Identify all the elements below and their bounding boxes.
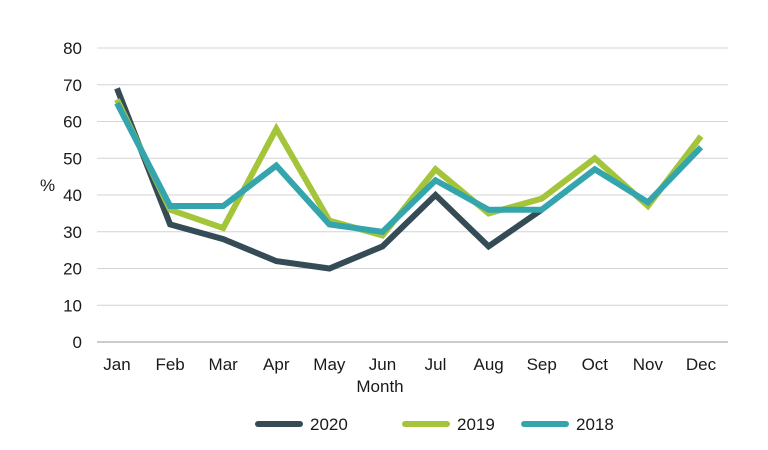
series-lines bbox=[114, 87, 704, 272]
x-axis-label: Month bbox=[356, 377, 403, 396]
x-tick-label: Dec bbox=[686, 355, 717, 374]
y-tick-label: 80 bbox=[63, 39, 82, 58]
y-tick-label: 20 bbox=[63, 260, 82, 279]
x-tick-label: Jun bbox=[369, 355, 396, 374]
y-axis-ticks: 0 10 20 30 40 50 60 70 80 bbox=[63, 39, 82, 352]
x-tick-label: Feb bbox=[155, 355, 184, 374]
x-tick-label: Sep bbox=[527, 355, 557, 374]
y-axis-label: % bbox=[40, 176, 55, 195]
y-tick-label: 0 bbox=[73, 333, 82, 352]
series-line-2019 bbox=[114, 98, 704, 239]
series-line-2020 bbox=[114, 87, 544, 272]
legend-label-2020: 2020 bbox=[310, 415, 348, 434]
legend-label-2019: 2019 bbox=[457, 415, 495, 434]
x-tick-label: Aug bbox=[474, 355, 504, 374]
y-tick-label: 10 bbox=[63, 296, 82, 315]
x-tick-label: Nov bbox=[633, 355, 664, 374]
legend-label-2018: 2018 bbox=[576, 415, 614, 434]
legend: 2020 2019 2018 bbox=[255, 415, 614, 434]
y-tick-label: 40 bbox=[63, 186, 82, 205]
x-tick-label: Mar bbox=[209, 355, 239, 374]
y-tick-label: 70 bbox=[63, 76, 82, 95]
x-tick-label: Apr bbox=[263, 355, 290, 374]
y-tick-label: 30 bbox=[63, 223, 82, 242]
series-line-2018 bbox=[114, 101, 704, 235]
x-tick-label: May bbox=[313, 355, 346, 374]
x-axis-ticks: Jan Feb Mar Apr May Jun Jul Aug Sep Oct Nov Dec bbox=[103, 355, 716, 374]
x-tick-label: Jul bbox=[425, 355, 447, 374]
y-tick-label: 50 bbox=[63, 149, 82, 168]
x-tick-label: Jan bbox=[103, 355, 130, 374]
y-tick-label: 60 bbox=[63, 113, 82, 132]
x-tick-label: Oct bbox=[582, 355, 609, 374]
